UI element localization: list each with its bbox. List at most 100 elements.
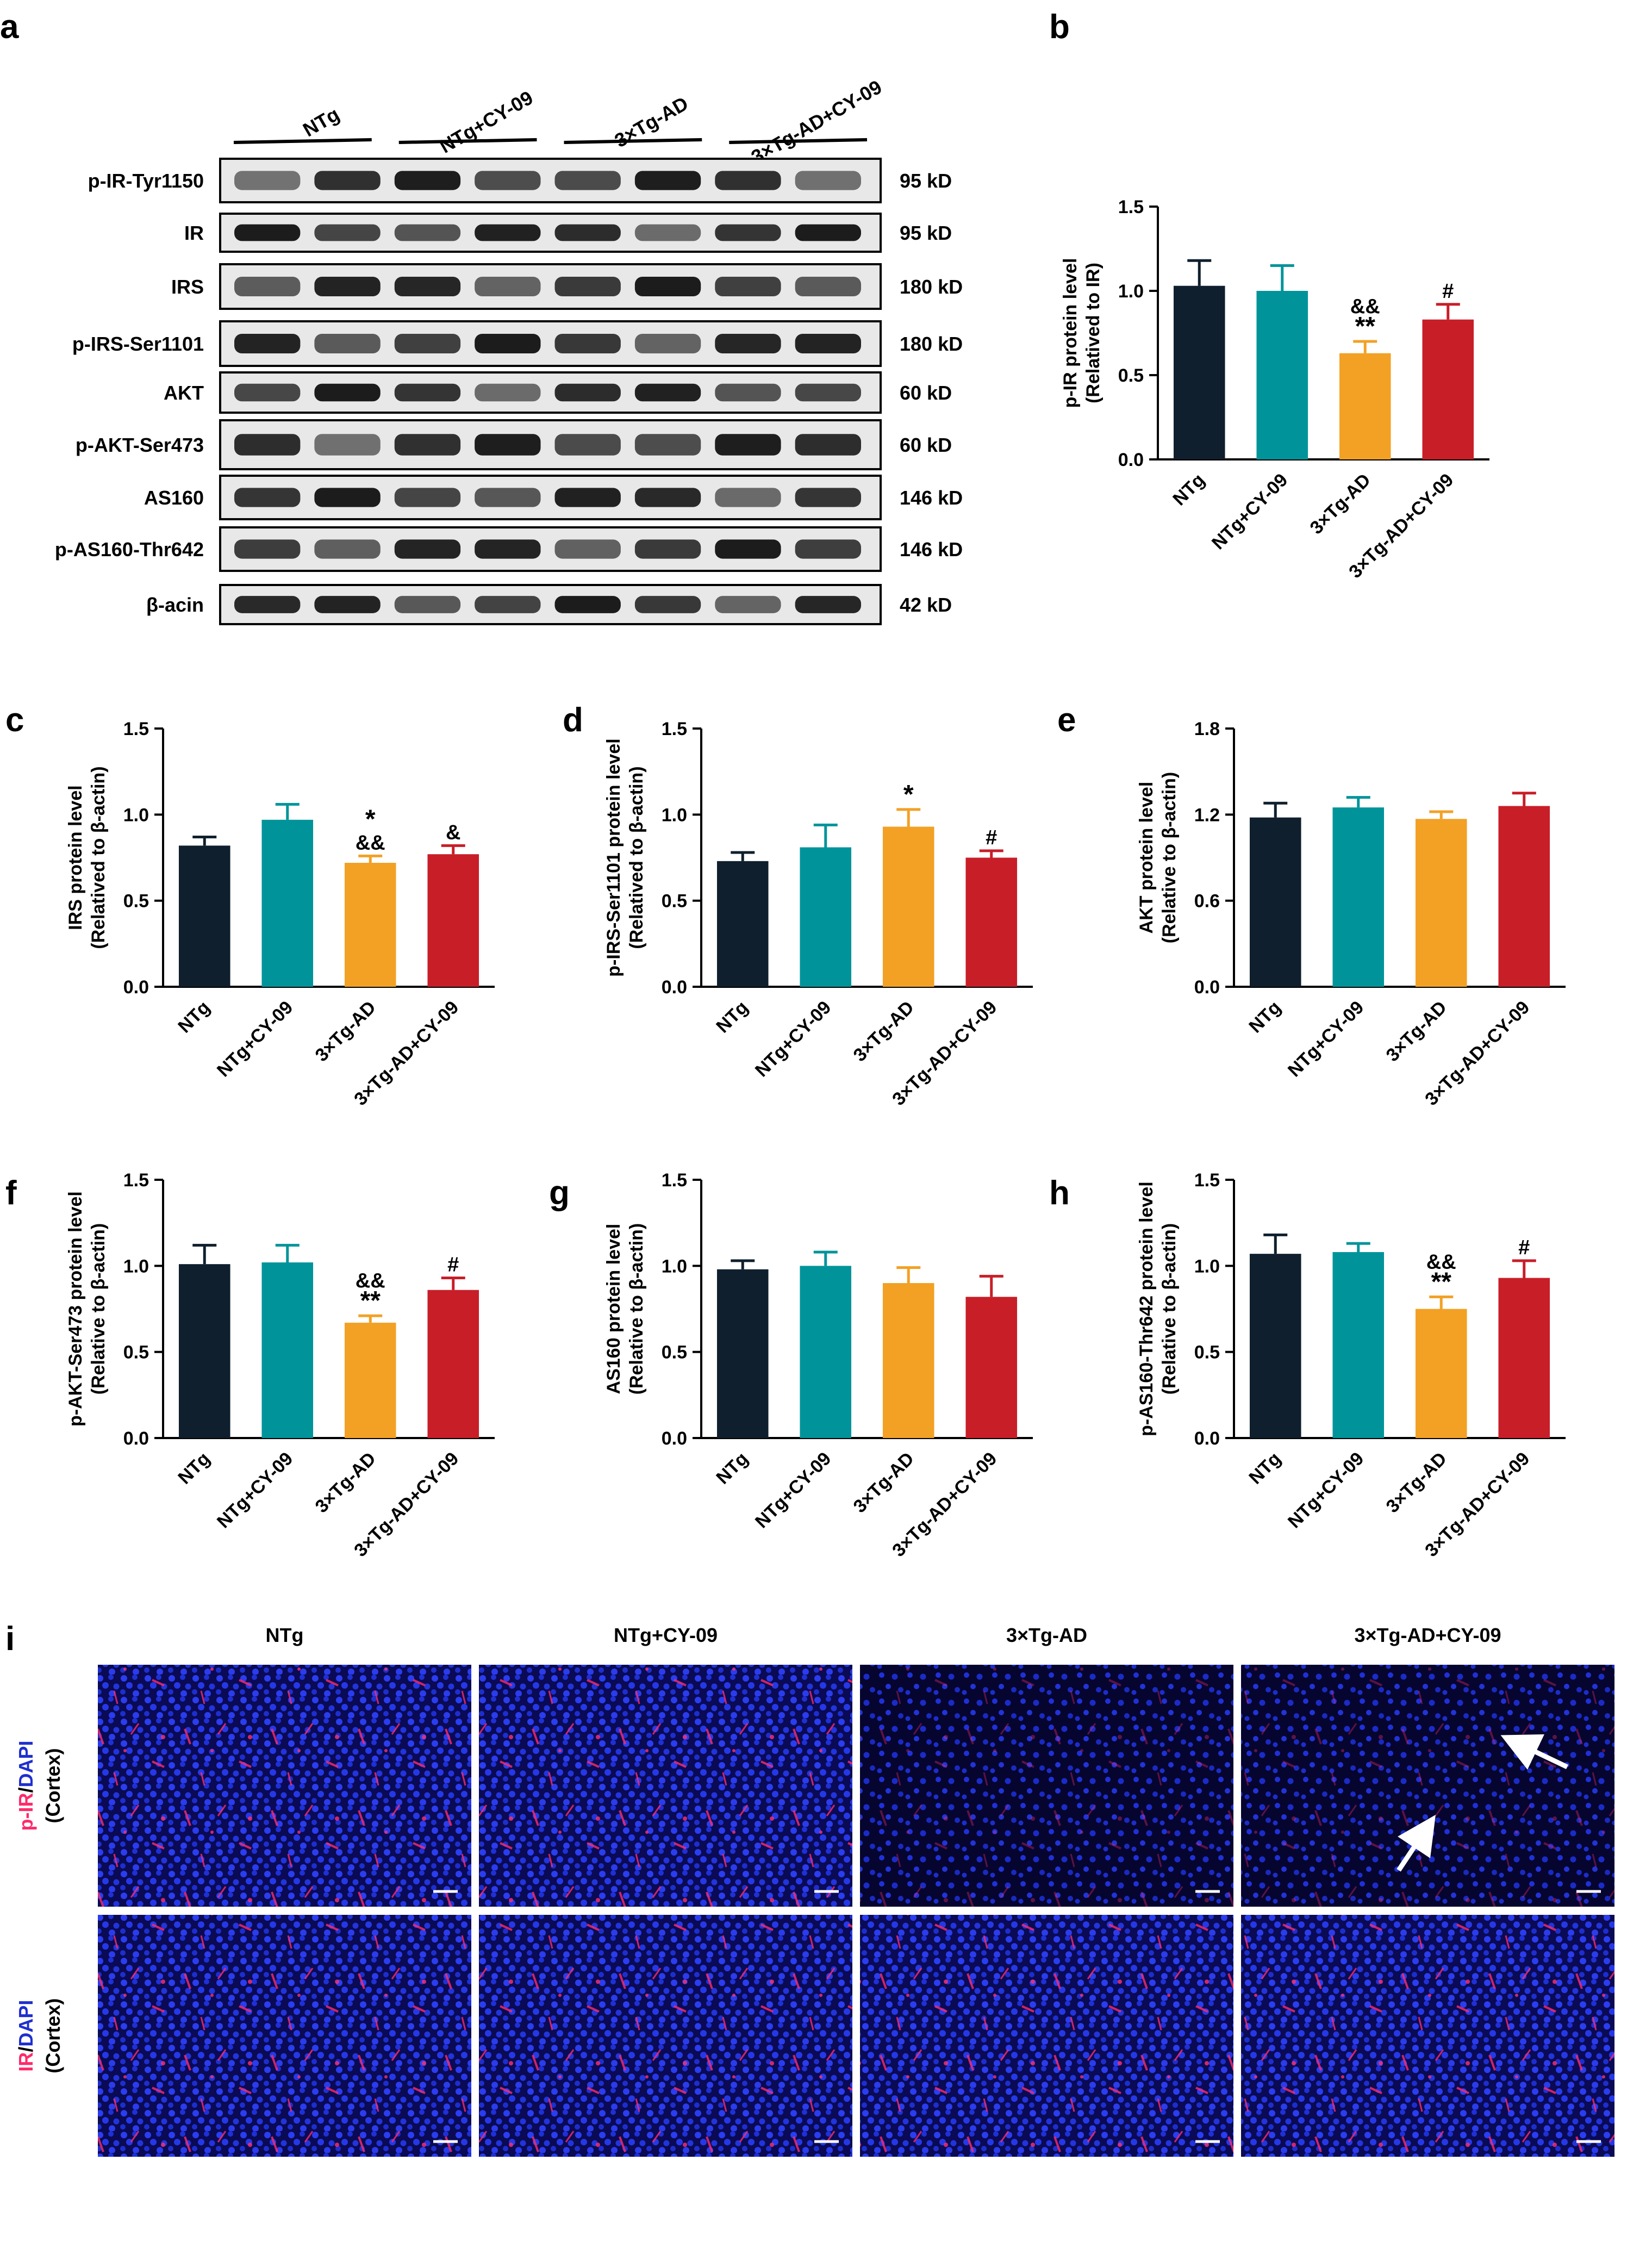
blot-band (314, 333, 381, 354)
significance-label: ** (1355, 312, 1376, 341)
y-tick-label: 0.0 (123, 1428, 149, 1449)
chart-b: 0.0 0.5 1.0 1.5 p-IR protein level (Relatived… (1060, 197, 1489, 582)
blot-row-kd: 42 kD (900, 594, 952, 616)
bar (800, 1266, 852, 1438)
panel-letter-f: f (5, 1174, 17, 1212)
bar (965, 857, 1018, 987)
blot-band (634, 333, 701, 354)
x-tick-label: 3×Tg-AD (850, 997, 918, 1066)
blot-band (634, 596, 701, 613)
blot-band (715, 434, 781, 456)
blot-group-bar (729, 138, 868, 144)
bar (427, 854, 479, 987)
y-axis-label-2: (Relative to β-actin) (1159, 772, 1180, 943)
blot-band (314, 488, 381, 507)
bar (716, 861, 769, 987)
y-axis-label: p-AKT-Ser473 protein level (65, 1191, 86, 1427)
blot-row-kd: 180 kD (900, 276, 963, 298)
blot-row-kd: 60 kD (900, 434, 952, 456)
blot-row-kd: 146 kD (900, 538, 963, 561)
blot-band (554, 434, 621, 456)
y-axis-label-2: (Relative to β-actin) (626, 1223, 647, 1395)
blot-band (234, 276, 301, 297)
blot-band (475, 539, 541, 559)
micrograph-marker-signal (98, 1665, 471, 1907)
blot-band (554, 383, 621, 402)
blot-band (475, 488, 541, 507)
blot-row-label: p-AS160-Thr642 (55, 538, 204, 561)
significance-label: ** (1431, 1267, 1452, 1296)
bar (1249, 1254, 1301, 1438)
blot-band (234, 224, 301, 241)
significance-label: * (903, 780, 914, 809)
bar (1415, 819, 1467, 987)
blot-band (475, 333, 541, 354)
blot-band (795, 539, 861, 559)
significance-label: # (986, 826, 997, 849)
bar (1173, 285, 1225, 459)
blot-band (554, 488, 621, 507)
y-tick-label: 0.0 (123, 977, 149, 998)
y-tick-label: 0.0 (1194, 1428, 1220, 1449)
blot-band (634, 539, 701, 559)
blot-row-label: β-acin (146, 594, 204, 616)
micrograph-marker-signal (479, 1915, 852, 2157)
blot-row-label: AS160 (144, 487, 204, 509)
y-tick-label: 1.0 (123, 1256, 149, 1277)
microscopy-column-label: 3×Tg-AD+CY-09 (1354, 1624, 1501, 1646)
y-tick-label: 1.5 (1118, 197, 1144, 217)
blot-row-label: p-AKT-Ser473 (76, 434, 204, 456)
bar (261, 1262, 314, 1438)
y-tick-label: 1.5 (1194, 1170, 1220, 1191)
blot-band (715, 333, 781, 354)
blot-row-kd: 95 kD (900, 222, 952, 244)
blot-band (554, 276, 621, 297)
blot-band (394, 434, 461, 456)
panel-letter-b: b (1049, 8, 1070, 46)
blot-band (634, 276, 701, 297)
y-tick-label: 1.2 (1194, 805, 1220, 825)
y-tick-label: 1.0 (1118, 281, 1144, 302)
western-blot-panel: NTg NTg+CY-09 3×Tg-AD 3×Tg-AD+CY-09 p-IR-Ty… (55, 76, 963, 625)
microscopy-column-headers: NTg NTg+CY-09 3×Tg-AD 3×Tg-AD+CY-09 (266, 1624, 1501, 1646)
blot-band (715, 383, 781, 402)
micrograph-marker-signal (1241, 1665, 1614, 1907)
y-axis-label: AKT protein level (1136, 782, 1157, 934)
bar (1415, 1309, 1467, 1438)
x-tick-label: NTg (1245, 997, 1285, 1037)
blot-band (394, 276, 461, 297)
panel-letter-h: h (1049, 1174, 1070, 1212)
blot-band (715, 224, 781, 241)
bar-charts: 0.00.51.01.5p-IR protein level (Relatived… (65, 197, 1566, 1561)
bar (261, 819, 314, 987)
x-tick-label: 3×Tg-AD (1382, 1448, 1451, 1517)
arrow-icon (1500, 1734, 1568, 1770)
y-tick-label: 0.5 (1194, 1342, 1220, 1363)
blot-band (394, 171, 461, 190)
y-tick-label: 0.5 (1118, 365, 1144, 386)
blot-band (394, 596, 461, 613)
y-axis-label-2: (Relatived to IR) (1083, 263, 1104, 403)
chart-f: 0.0 0.5 1.0 1.5 p-AKT-Ser473 protein level (R… (65, 1170, 495, 1561)
blot-band (795, 333, 861, 354)
blot-band (314, 224, 381, 241)
blot-band (795, 434, 861, 456)
microscopy-row-region-label: (Cortex) (42, 1748, 64, 1823)
blot-band (795, 171, 861, 190)
chart-d: 0.0 0.5 1.0 1.5 p-IRS-Ser1101 protein level(… (603, 719, 1033, 1110)
significance-label: # (1518, 1236, 1530, 1259)
y-tick-label: 1.5 (123, 719, 149, 739)
arrow-icon (1397, 1815, 1436, 1872)
blot-row-kd: 60 kD (900, 382, 952, 404)
y-axis-label: IRS protein level (65, 785, 86, 930)
chart-h: 0.0 0.5 1.0 1.5 p-AS160-Thr642 protein level… (1136, 1170, 1566, 1561)
significance-label: & (446, 821, 460, 844)
x-tick-label: NTg+CY-09 (213, 1448, 297, 1532)
blot-row-label: IR (184, 222, 204, 244)
x-tick-label: NTg+CY-09 (751, 997, 835, 1081)
significance-label: && (1350, 295, 1380, 318)
microscopy-row-stain-label: IR/DAPI (15, 2000, 37, 2071)
blot-band (394, 333, 461, 354)
bar (1498, 1278, 1550, 1438)
x-tick-label: NTg+CY-09 (213, 997, 297, 1081)
